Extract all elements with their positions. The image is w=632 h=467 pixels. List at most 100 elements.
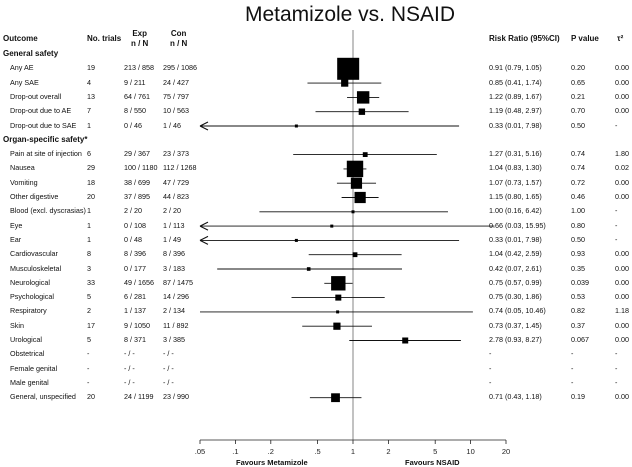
header-trials: No. trials	[87, 34, 122, 43]
con-events: 75 / 797	[163, 91, 189, 101]
con-events: 14 / 296	[163, 292, 189, 302]
con-events: 2 / 134	[163, 306, 185, 316]
table-row: Respiratory 2 1 / 137 2 / 134 0.74 (0.05, 10…	[0, 305, 632, 319]
table-row: Drop-out due to SAE 1 0 / 46 1 / 46 0.33 (0.…	[0, 120, 632, 134]
trials-count: 3	[87, 263, 91, 273]
risk-ratio-text: 0.73 (0.37, 1.45)	[489, 320, 542, 330]
ci-truncation-arrow	[199, 121, 209, 131]
tau-squared: 0.00	[615, 263, 629, 273]
column-header-row: Outcome No. trials Exp n / N Con n / N R…	[0, 0, 632, 56]
con-events: 23 / 373	[163, 149, 189, 159]
trials-count: 13	[87, 91, 95, 101]
exp-events: 38 / 699	[124, 177, 150, 187]
trials-count: 17	[87, 320, 95, 330]
header-exp: Exp n / N	[131, 29, 149, 48]
outcome-label: Other digestive	[10, 192, 59, 201]
p-value: -	[571, 363, 574, 373]
risk-ratio-text: -	[489, 377, 492, 387]
tau-squared: 0.00	[615, 277, 629, 287]
table-row: Drop-out due to AE 7 8 / 550 10 / 563 1.19 (…	[0, 105, 632, 119]
p-value: 0.21	[571, 91, 585, 101]
risk-ratio-text: 2.78 (0.93, 8.27)	[489, 335, 542, 344]
favours-metamizole-label: Favours Metamizole	[236, 458, 308, 467]
p-value: -	[571, 349, 574, 359]
risk-ratio-text: 1.15 (0.80, 1.65)	[489, 192, 542, 201]
point-estimate-marker	[331, 393, 340, 403]
outcome-label: Psychological	[10, 292, 54, 302]
point-estimate-marker	[335, 294, 342, 301]
p-value: 1.00	[571, 206, 585, 216]
x-tick-label: 20	[502, 447, 510, 456]
header-outcome: Outcome	[3, 34, 38, 43]
tau-squared: -	[615, 120, 618, 130]
exp-events: 2 / 20	[124, 206, 142, 216]
point-estimate-marker	[351, 210, 355, 214]
con-events: 23 / 990	[163, 392, 189, 402]
outcome-label: Ear	[10, 234, 22, 244]
table-row: Female genital - - / - - / - - - -	[0, 363, 632, 377]
p-value: 0.039	[571, 277, 589, 287]
exp-events: 49 / 1656	[124, 277, 154, 287]
outcome-label: Male genital	[10, 377, 49, 387]
p-value: 0.65	[571, 77, 585, 87]
tau-squared: 0.00	[615, 392, 629, 402]
con-events: - / -	[163, 377, 174, 387]
p-value: -	[571, 377, 574, 387]
outcome-label: Drop-out due to AE	[10, 106, 72, 116]
exp-events: 0 / 48	[124, 234, 142, 244]
trials-count: 6	[87, 149, 91, 159]
trials-count: 29	[87, 163, 95, 173]
point-estimate-marker	[356, 91, 370, 104]
p-value: 0.53	[571, 292, 585, 302]
tau-squared: 1.80	[615, 149, 629, 159]
p-value: 0.74	[571, 149, 585, 159]
point-estimate-marker	[330, 224, 334, 228]
con-events: 1 / 113	[163, 220, 185, 230]
con-events: 2 / 20	[163, 206, 181, 216]
point-estimate-marker	[336, 310, 340, 314]
con-events: - / -	[163, 349, 174, 359]
p-value: 0.50	[571, 120, 585, 130]
outcome-label: Drop-out overall	[10, 91, 62, 101]
outcome-label: Female genital	[10, 363, 58, 373]
con-events: 1 / 49	[163, 234, 181, 244]
outcome-label: Pain at site of injection	[10, 149, 82, 159]
con-events: - / -	[163, 363, 174, 373]
con-events: 3 / 385	[163, 335, 185, 344]
trials-count: 1	[87, 120, 91, 130]
point-estimate-marker	[346, 160, 364, 178]
risk-ratio-text: 1.27 (0.31, 5.16)	[489, 149, 542, 159]
trials-count: -	[87, 349, 90, 359]
exp-events: 24 / 1199	[124, 392, 154, 402]
table-row: Neurological 33 49 / 1656 87 / 1475 0.75 (0.…	[0, 277, 632, 291]
p-value: 0.70	[571, 106, 585, 116]
outcome-label: Skin	[10, 320, 24, 330]
risk-ratio-text: 1.22 (0.89, 1.67)	[489, 91, 542, 101]
tau-squared: 0.00	[615, 91, 629, 101]
trials-count: 5	[87, 292, 91, 302]
table-row: General, unspecified 20 24 / 1199 23 / 990 0…	[0, 391, 632, 405]
outcome-label: Neurological	[10, 277, 50, 287]
risk-ratio-text: 1.07 (0.73, 1.57)	[489, 177, 542, 187]
tau-squared: 0.00	[615, 335, 629, 344]
risk-ratio-text: 0.33 (0.01, 7.98)	[489, 234, 542, 244]
exp-events: 0 / 46	[124, 120, 142, 130]
risk-ratio-text: -	[489, 363, 492, 373]
exp-events: 1 / 137	[124, 306, 146, 316]
outcome-label: Cardiovascular	[10, 249, 58, 259]
risk-ratio-text: 1.04 (0.42, 2.59)	[489, 249, 542, 259]
exp-events: - / -	[124, 363, 135, 373]
p-value: 0.82	[571, 306, 585, 316]
point-estimate-marker	[358, 108, 366, 115]
table-row: Eye 1 0 / 108 1 / 113 0.66 (0.03, 15.95) 0.80…	[0, 220, 632, 234]
table-row: Drop-out overall 13 64 / 761 75 / 797 1.22 (…	[0, 91, 632, 105]
trials-count: 7	[87, 106, 91, 116]
point-estimate-marker	[306, 267, 311, 271]
table-row: Male genital - - / - - / - - - -	[0, 377, 632, 391]
table-row: Any SAE 4 9 / 211 24 / 427 0.85 (0.41, 1.74)…	[0, 77, 632, 91]
point-estimate-marker	[333, 322, 341, 330]
exp-events: 6 / 281	[124, 292, 146, 302]
point-estimate-marker	[362, 152, 368, 157]
risk-ratio-text: -	[489, 349, 492, 359]
